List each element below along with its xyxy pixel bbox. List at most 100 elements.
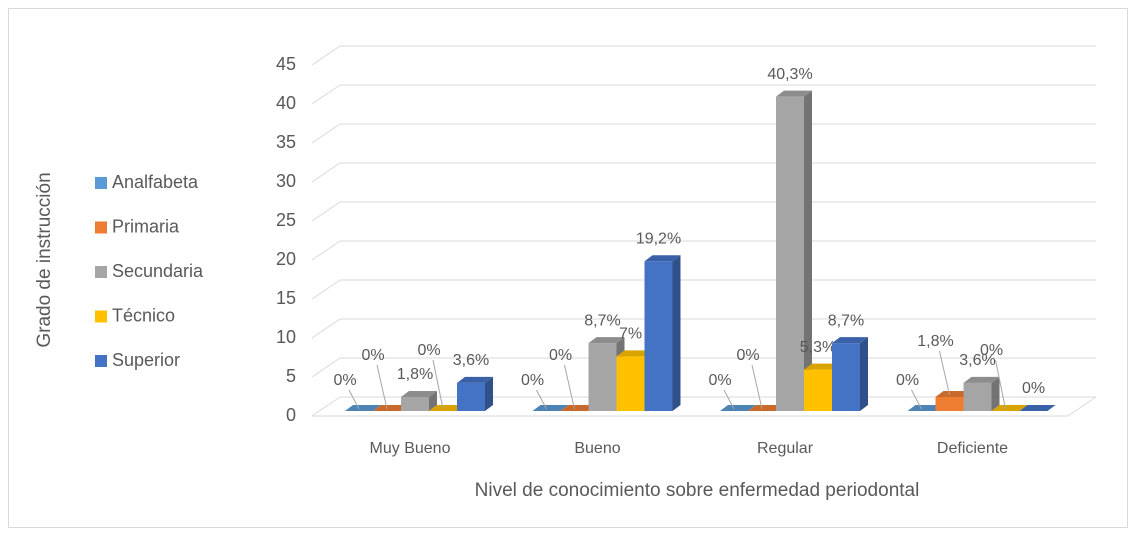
x-tick-label: Bueno (574, 440, 620, 457)
data-label: 0% (333, 372, 356, 389)
bar-face (532, 405, 569, 411)
data-label: 3,6% (453, 352, 489, 369)
leader-line (911, 389, 922, 410)
legend-swatch (95, 177, 107, 189)
x-axis-title: Nivel de conocimiento sobre enfermedad p… (475, 480, 920, 501)
y-tick-label: 45 (276, 54, 296, 74)
y-tick-label: 35 (276, 132, 296, 152)
bar (963, 376, 1000, 411)
bar-face (644, 261, 673, 411)
legend-label: Primaria (112, 216, 180, 236)
bar (401, 390, 437, 411)
data-label: 5,3% (800, 339, 836, 356)
y-tick-label: 25 (276, 210, 296, 230)
leader-line (723, 389, 735, 410)
grid-line (311, 318, 1096, 339)
floor (312, 396, 1097, 417)
x-tick-label: Muy Bueno (370, 440, 451, 457)
bar (457, 376, 493, 411)
grid-line (311, 45, 1096, 66)
grid-line (311, 162, 1096, 183)
bar (644, 255, 681, 411)
y-tick-label: 10 (276, 327, 296, 347)
bar-face (963, 382, 992, 411)
data-label: 0% (417, 342, 440, 359)
bar (429, 405, 465, 411)
data-label: 19,2% (636, 230, 681, 247)
bar-face (935, 396, 964, 411)
bar-face (429, 405, 465, 411)
data-label: 0% (1022, 380, 1045, 397)
bar-face (991, 405, 1028, 411)
bar (532, 405, 569, 411)
data-label: 0% (980, 342, 1003, 359)
legend-label: Superior (112, 350, 180, 370)
bar-face (860, 337, 868, 411)
bar (832, 337, 868, 411)
data-label: 0% (736, 347, 759, 364)
bar-face (616, 356, 645, 411)
bar-face (401, 396, 429, 411)
bar-face (963, 376, 1000, 383)
data-label: 0% (896, 372, 919, 389)
y-tick-label: 40 (276, 93, 296, 113)
grid-line (311, 240, 1096, 261)
bar-face (748, 405, 784, 411)
bar-face (401, 390, 437, 397)
bar-face (429, 390, 437, 411)
bar-face (776, 96, 804, 411)
bar-face (776, 90, 812, 97)
data-label: 40,3% (767, 66, 812, 83)
data-label: 7% (619, 326, 642, 343)
x-tick-label: Regular (757, 440, 814, 457)
x-tick-label: Deficiente (937, 440, 1008, 457)
legend-swatch (95, 355, 107, 367)
y-tick-label: 20 (276, 249, 296, 269)
data-label: 0% (361, 347, 384, 364)
bar-face (644, 255, 681, 262)
grid-line (311, 279, 1096, 300)
bar-face (1019, 405, 1056, 411)
data-label: 0% (708, 372, 731, 389)
data-label: 8,7% (828, 312, 864, 329)
y-tick-label: 30 (276, 171, 296, 191)
bar-face (672, 255, 681, 411)
y-tick-label: 0 (286, 405, 296, 425)
bar (776, 90, 812, 411)
chart-frame (8, 8, 1128, 528)
grid-line (311, 201, 1096, 222)
data-label: 1,8% (397, 366, 433, 383)
bar-face (588, 337, 625, 344)
leader-line (432, 359, 444, 410)
leader-line (564, 364, 575, 410)
y-axis-title: Grado de instrucción (34, 172, 55, 347)
leader-line (376, 364, 388, 410)
legend-label: Secundaria (112, 261, 204, 281)
data-label: 0% (549, 347, 572, 364)
bar-face (907, 405, 944, 411)
bar-face (832, 337, 868, 344)
bar-face (373, 405, 409, 411)
data-label: 1,8% (917, 333, 953, 350)
bar (1019, 405, 1056, 411)
legend-swatch (95, 310, 107, 323)
bar-face (616, 350, 653, 357)
bar-face (457, 382, 485, 411)
bar-face (804, 363, 840, 370)
legend-swatch (95, 221, 107, 234)
legend-label: Analfabeta (112, 172, 199, 192)
bar-face (804, 90, 812, 411)
bar-face (588, 343, 617, 411)
data-label: 3,6% (959, 352, 995, 369)
bar-face (935, 390, 972, 397)
bar (373, 405, 409, 411)
bar (345, 405, 381, 411)
bar-face (485, 376, 493, 411)
bar-face (345, 405, 381, 411)
bar-face (457, 376, 493, 383)
grid-line (311, 123, 1096, 144)
legend-label: Técnico (112, 305, 175, 325)
data-label: 0% (521, 372, 544, 389)
legend-swatch (95, 266, 107, 278)
